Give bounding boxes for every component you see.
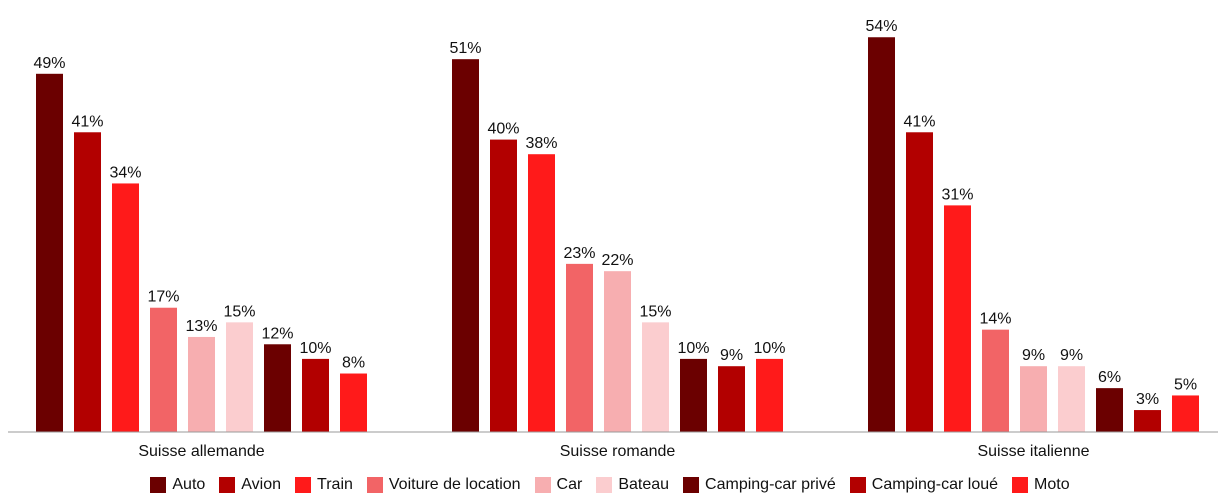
value-label: 10% — [299, 340, 331, 357]
value-label: 22% — [601, 252, 633, 269]
legend-label: Camping-car privé — [705, 476, 836, 493]
legend-label: Avion — [241, 476, 282, 493]
value-label: 13% — [185, 318, 217, 335]
bar-2-8 — [1172, 395, 1199, 432]
bar-1-2 — [528, 154, 555, 432]
value-label: 23% — [563, 245, 595, 262]
legend-item: Avion — [219, 476, 281, 494]
bar-1-4 — [604, 271, 631, 432]
legend-label: Camping-car loué — [871, 476, 999, 493]
bar-2-2 — [944, 205, 971, 432]
value-label: 9% — [1060, 347, 1083, 364]
bar-0-5 — [226, 322, 253, 432]
value-labels-layer: 49% 41% 34% 17% 13% 15% 12% 10% 8% 51% 40% 38% 23% 22… — [33, 18, 1197, 408]
legend-swatch — [683, 477, 700, 493]
legend-swatch — [849, 477, 866, 493]
value-label: 10% — [753, 340, 785, 357]
legend-swatch — [150, 477, 167, 493]
category-label: Suisse romande — [560, 443, 676, 460]
value-label: 14% — [979, 311, 1011, 328]
legend: Auto Avion Train Voiture de location Car Bate… — [0, 473, 1220, 497]
value-label: 51% — [449, 40, 481, 57]
value-label: 12% — [261, 325, 293, 342]
legend-swatch — [596, 477, 613, 493]
value-label: 5% — [1174, 376, 1197, 393]
value-label: 34% — [109, 164, 141, 181]
bar-2-3 — [982, 329, 1009, 432]
value-label: 15% — [223, 303, 255, 320]
legend-label: Voiture de location — [388, 476, 521, 493]
value-label: 17% — [147, 289, 179, 306]
bar-1-7 — [718, 366, 745, 432]
bar-1-0 — [452, 59, 479, 432]
bar-0-8 — [340, 373, 367, 432]
legend-item: Bateau — [596, 476, 669, 494]
bar-2-1 — [906, 132, 933, 432]
value-label: 3% — [1136, 391, 1159, 408]
bars-layer — [36, 37, 1199, 433]
value-label: 41% — [71, 113, 103, 130]
legend-swatch — [295, 477, 312, 493]
legend-item: Moto — [1012, 476, 1070, 494]
value-label: 6% — [1098, 369, 1121, 386]
bar-0-7 — [302, 358, 329, 432]
legend-item: Camping-car privé — [683, 476, 836, 494]
bar-0-4 — [188, 336, 215, 432]
bar-2-6 — [1096, 388, 1123, 432]
legend-label: Train — [317, 476, 353, 493]
value-label: 8% — [342, 355, 365, 372]
legend-item: Camping-car loué — [849, 476, 999, 494]
legend-label: Auto — [172, 476, 206, 493]
bar-0-6 — [264, 344, 291, 432]
legend-swatch — [1012, 477, 1029, 493]
bar-1-8 — [756, 358, 783, 432]
legend-item: Auto — [150, 476, 205, 494]
bar-0-1 — [74, 132, 101, 432]
value-label: 9% — [720, 347, 743, 364]
legend-label: Car — [556, 476, 583, 493]
legend-label: Moto — [1034, 476, 1070, 493]
legend-item: Train — [295, 476, 353, 494]
value-label: 41% — [903, 113, 935, 130]
value-label: 15% — [639, 303, 671, 320]
legend-swatch — [219, 477, 236, 493]
value-label: 10% — [677, 340, 709, 357]
bar-2-0 — [868, 37, 895, 432]
value-label: 38% — [525, 135, 557, 152]
legend-swatch — [366, 477, 383, 493]
value-label: 49% — [33, 55, 65, 72]
bar-2-5 — [1058, 366, 1085, 432]
bar-chart: 49% 41% 34% 17% 13% 15% 12% 10% 8% 51% 40% 38% 23% 22… — [8, 18, 1218, 460]
legend-label: Bateau — [618, 476, 670, 493]
category-label: Suisse italienne — [977, 443, 1089, 460]
value-label: 9% — [1022, 347, 1045, 364]
bar-1-6 — [680, 358, 707, 432]
category-label: Suisse allemande — [138, 443, 264, 460]
legend-item: Car — [534, 476, 583, 494]
category-labels-layer: Suisse allemande Suisse romande Suisse ita… — [138, 443, 1089, 460]
value-label: 40% — [487, 121, 519, 138]
legend-swatch — [534, 477, 551, 493]
bar-0-3 — [150, 307, 177, 432]
bar-0-2 — [112, 183, 139, 432]
bar-1-5 — [642, 322, 669, 432]
bar-2-7 — [1134, 410, 1161, 432]
value-label: 31% — [941, 186, 973, 203]
value-label: 54% — [865, 18, 897, 35]
bar-2-4 — [1020, 366, 1047, 432]
bar-1-1 — [490, 139, 517, 432]
bar-0-0 — [36, 73, 63, 433]
legend-item: Voiture de location — [366, 476, 521, 494]
bar-1-3 — [566, 263, 593, 432]
